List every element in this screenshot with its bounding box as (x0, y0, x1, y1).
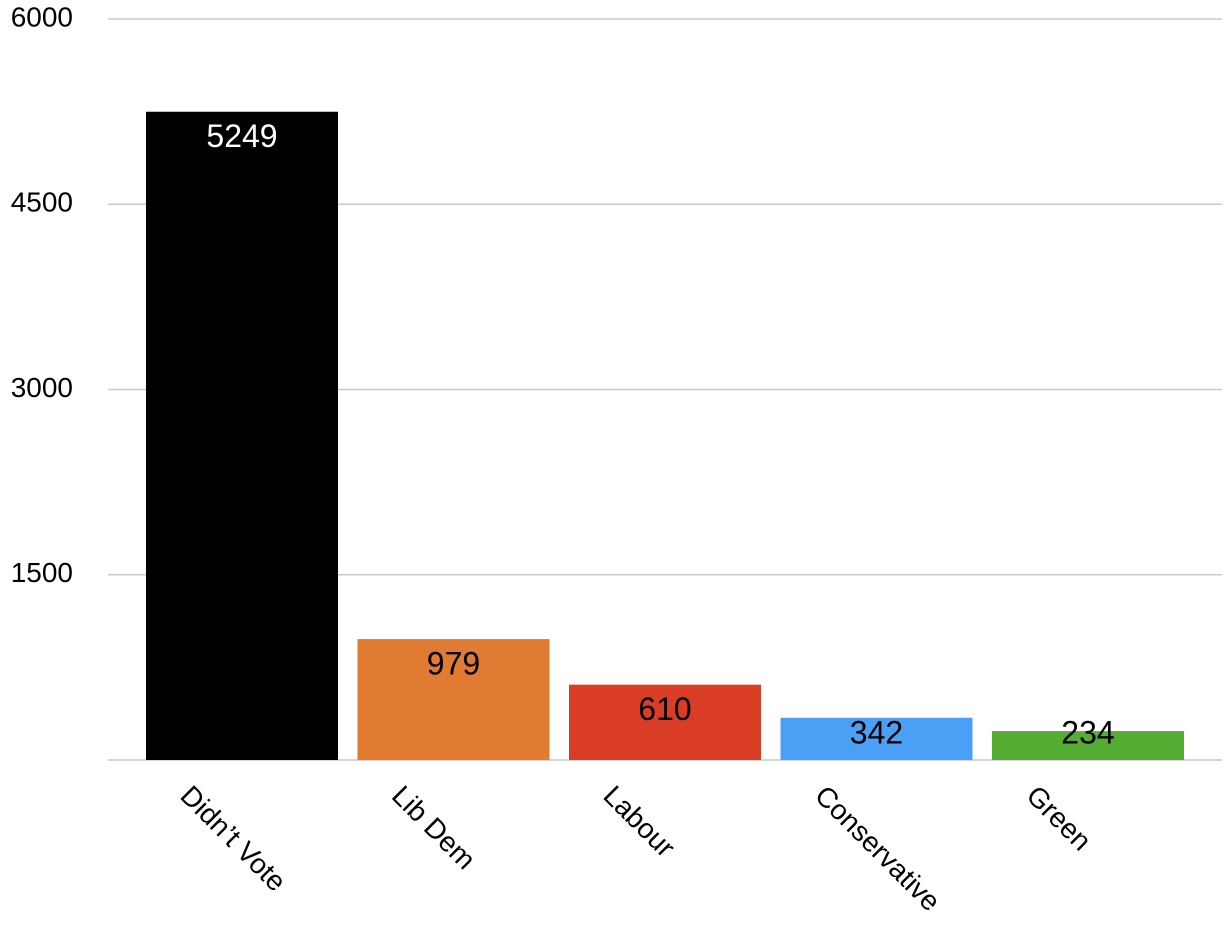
bar (780, 717, 973, 760)
y-tick-label: 6000 (11, 1, 73, 32)
y-tick-label: 4500 (11, 187, 73, 218)
bar (569, 684, 761, 760)
x-tick-label: Didn’t Vote (175, 780, 293, 898)
value-label: 610 (638, 691, 691, 727)
x-tick-label: Green (1021, 780, 1098, 857)
bar (992, 731, 1184, 760)
y-tick-label: 3000 (11, 372, 73, 403)
bar (146, 111, 338, 761)
bar (357, 639, 550, 760)
x-tick-label: Conservative (809, 780, 946, 917)
value-label: 979 (427, 646, 480, 682)
x-tick-label: Lib Dem (386, 780, 482, 876)
value-label: 5249 (206, 118, 277, 154)
x-tick-label: Labour (598, 780, 682, 864)
y-tick-label: 1500 (11, 557, 73, 588)
value-label: 234 (1061, 714, 1114, 750)
value-label: 342 (850, 714, 903, 750)
